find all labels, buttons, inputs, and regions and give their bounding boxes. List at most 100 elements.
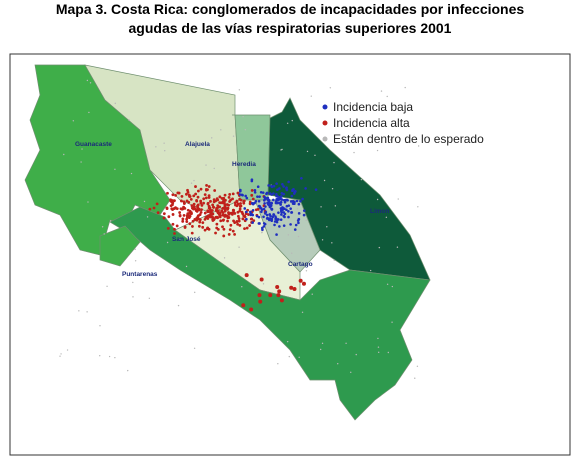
legend-label: Están dentro de lo esperado	[333, 132, 484, 146]
dot	[214, 231, 217, 235]
legend-dot	[322, 104, 328, 110]
dot	[66, 349, 69, 351]
dot	[233, 212, 237, 215]
dot	[259, 207, 263, 210]
dot	[397, 198, 399, 200]
dot	[248, 224, 252, 227]
dot	[222, 198, 226, 202]
dot	[241, 285, 243, 288]
province-label: Heredia	[232, 161, 256, 168]
dot	[416, 365, 419, 367]
dot	[231, 229, 235, 233]
dot	[377, 337, 379, 340]
dot	[279, 298, 284, 303]
dot	[259, 190, 263, 194]
dot	[287, 209, 290, 213]
dot	[282, 224, 286, 227]
dot	[386, 283, 389, 285]
dot	[295, 199, 299, 203]
dot	[263, 222, 267, 226]
dot	[283, 199, 287, 202]
dot	[262, 215, 265, 219]
dot	[211, 212, 215, 216]
dot	[227, 211, 230, 214]
dot	[250, 189, 254, 192]
dot	[279, 218, 283, 221]
province-label: Puntarenas	[122, 271, 158, 278]
dot	[326, 226, 328, 228]
dot	[218, 211, 222, 215]
dot	[360, 178, 363, 181]
dot	[251, 221, 254, 224]
dot	[299, 199, 302, 203]
dot	[285, 208, 288, 212]
dot	[148, 297, 151, 299]
dot	[417, 145, 420, 147]
dot	[173, 199, 176, 203]
dot	[188, 222, 192, 226]
dot	[296, 208, 299, 210]
dot	[216, 206, 219, 210]
dot	[241, 303, 246, 308]
dot	[274, 200, 278, 204]
dot	[183, 226, 187, 229]
incidence-dots	[59, 79, 420, 379]
dot	[281, 206, 284, 209]
dot	[220, 129, 222, 131]
dot	[236, 222, 239, 226]
dot	[396, 246, 399, 248]
dot	[233, 221, 237, 225]
dot	[389, 139, 392, 141]
dot	[266, 201, 269, 205]
dot	[197, 217, 200, 221]
dot	[171, 203, 174, 207]
dot	[268, 293, 273, 298]
dot	[387, 351, 390, 354]
dot	[206, 210, 210, 214]
dot	[222, 206, 226, 210]
dot	[275, 217, 278, 221]
dot	[289, 285, 294, 290]
dot	[264, 205, 267, 208]
dot	[212, 217, 216, 221]
dot	[291, 188, 295, 192]
dot	[241, 217, 245, 221]
dot	[212, 198, 216, 201]
dot	[231, 192, 235, 196]
dot	[173, 232, 176, 235]
dot	[155, 146, 157, 148]
dot	[261, 226, 264, 230]
dot	[132, 296, 134, 298]
dot	[223, 193, 227, 197]
dot	[227, 233, 231, 236]
province-labels: Guanacaste Alajuela Heredia Limon San Jo…	[75, 141, 390, 278]
dot	[240, 193, 244, 197]
dot	[271, 198, 275, 202]
dot	[196, 195, 200, 199]
dot	[256, 185, 260, 189]
dot	[193, 207, 197, 211]
dot	[267, 203, 271, 207]
dot	[226, 207, 229, 211]
dot	[194, 192, 198, 196]
dot	[189, 198, 193, 201]
dot	[207, 185, 211, 188]
dot	[89, 82, 92, 84]
dot	[143, 200, 146, 203]
dot	[353, 151, 355, 154]
dot	[171, 222, 175, 226]
legend-dot	[322, 120, 328, 126]
dot	[301, 197, 304, 201]
dot	[285, 186, 288, 189]
dot	[202, 201, 206, 205]
dot	[276, 188, 279, 192]
dot	[238, 209, 242, 213]
dot	[201, 221, 205, 225]
dot	[212, 200, 216, 204]
dot	[306, 150, 309, 153]
dot	[289, 207, 292, 210]
dot	[277, 201, 281, 205]
dot	[251, 213, 255, 217]
dot	[268, 192, 272, 195]
dot	[200, 203, 204, 207]
